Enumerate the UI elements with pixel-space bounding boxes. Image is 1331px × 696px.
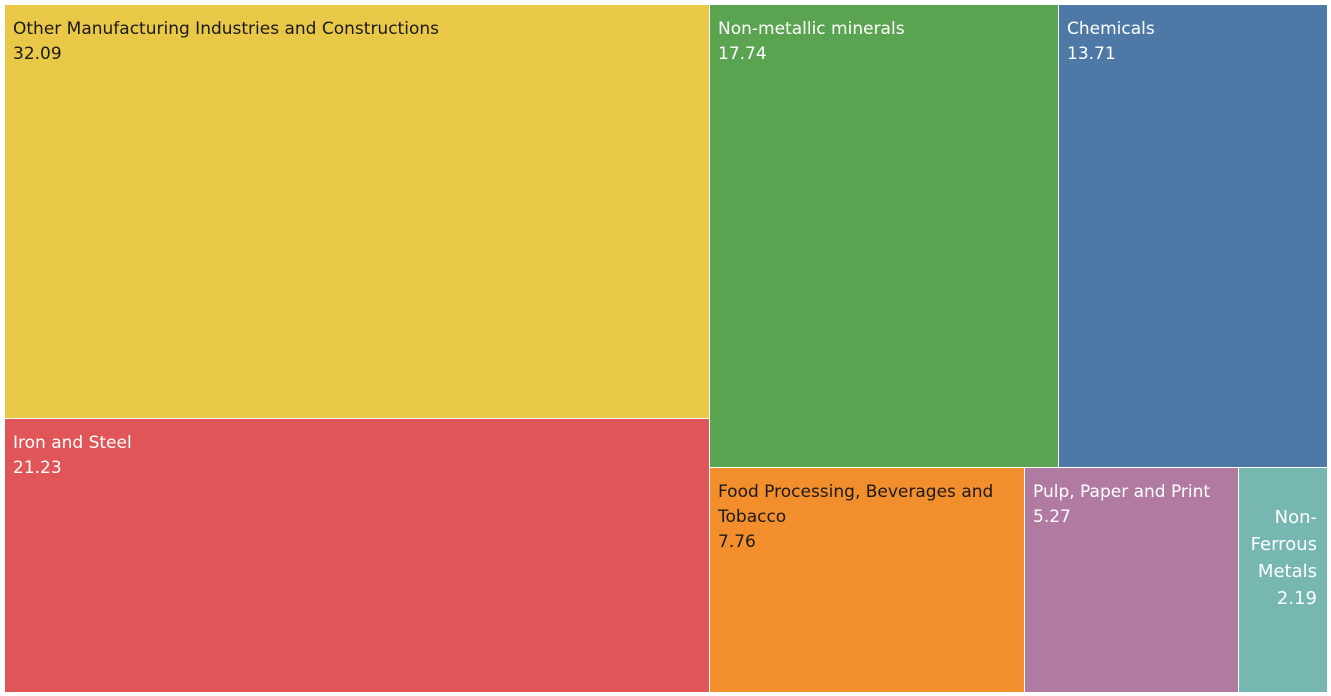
tile-other-manufacturing[interactable]: Other Manufacturing Industries and Const… — [5, 5, 709, 418]
tile-value: 21.23 — [13, 458, 62, 478]
tile-label-non-ferrous-metals: Non-Ferrous Metals 2.19 — [1245, 504, 1317, 612]
tile-non-metallic-minerals[interactable]: Non-metallic minerals 17.74 — [710, 5, 1058, 467]
tile-value: 13.71 — [1067, 44, 1116, 64]
tile-pulp-paper-print[interactable]: Pulp, Paper and Print 5.27 — [1025, 468, 1238, 692]
tile-label-non-metallic-minerals: Non-metallic minerals 17.74 — [718, 17, 1050, 67]
tile-value: 2.19 — [1276, 588, 1317, 609]
tile-label-iron-and-steel: Iron and Steel 21.23 — [13, 431, 701, 481]
tile-name: Food Processing, Beverages and Tobacco — [718, 482, 994, 527]
tile-food-processing[interactable]: Food Processing, Beverages and Tobacco 7… — [710, 468, 1024, 692]
tile-non-ferrous-metals[interactable]: Non-Ferrous Metals 2.19 — [1239, 468, 1327, 692]
tile-label-chemicals: Chemicals 13.71 — [1067, 17, 1319, 67]
tile-name: Other Manufacturing Industries and Const… — [13, 19, 439, 39]
tile-name: Non-metallic minerals — [718, 19, 905, 39]
tile-name: Non-Ferrous Metals — [1250, 507, 1317, 582]
tile-name: Iron and Steel — [13, 433, 132, 453]
tile-chemicals[interactable]: Chemicals 13.71 — [1059, 5, 1327, 467]
tile-value: 32.09 — [13, 44, 62, 64]
tile-value: 5.27 — [1033, 507, 1071, 527]
tile-value: 7.76 — [718, 532, 756, 552]
tile-iron-and-steel[interactable]: Iron and Steel 21.23 — [5, 419, 709, 692]
tile-value: 17.74 — [718, 44, 767, 64]
tile-label-other-manufacturing: Other Manufacturing Industries and Const… — [13, 17, 701, 67]
tile-label-pulp-paper-print: Pulp, Paper and Print 5.27 — [1033, 480, 1234, 530]
tile-name: Chemicals — [1067, 19, 1155, 39]
tile-name: Pulp, Paper and Print — [1033, 482, 1211, 502]
tile-label-food-processing: Food Processing, Beverages and Tobacco 7… — [718, 480, 1006, 555]
